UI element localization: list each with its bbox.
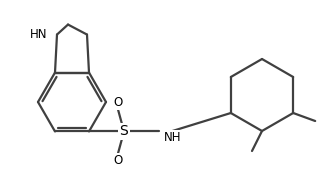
Text: O: O: [113, 96, 123, 109]
Text: O: O: [113, 154, 123, 167]
Text: NH: NH: [164, 131, 181, 144]
Text: HN: HN: [29, 28, 47, 41]
Text: S: S: [120, 124, 129, 139]
